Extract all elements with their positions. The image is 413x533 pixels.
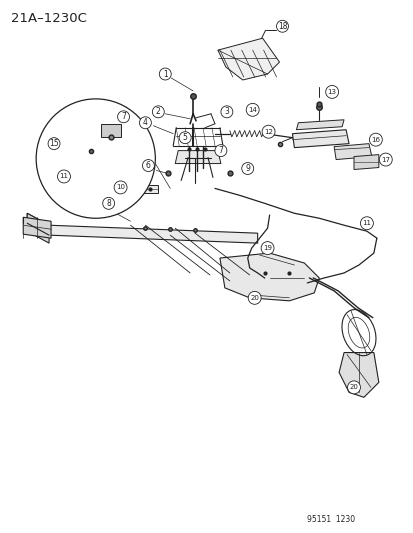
Circle shape bbox=[179, 132, 191, 144]
Polygon shape bbox=[353, 155, 378, 169]
Polygon shape bbox=[333, 144, 371, 159]
Circle shape bbox=[139, 117, 151, 129]
Polygon shape bbox=[338, 352, 378, 397]
Polygon shape bbox=[296, 120, 343, 130]
Polygon shape bbox=[49, 225, 257, 243]
Circle shape bbox=[159, 68, 171, 80]
Text: 18: 18 bbox=[277, 22, 287, 31]
Text: 7: 7 bbox=[218, 146, 223, 155]
Text: 21A–1230C: 21A–1230C bbox=[11, 12, 87, 26]
Polygon shape bbox=[219, 253, 318, 301]
Text: 5: 5 bbox=[182, 133, 187, 142]
Circle shape bbox=[152, 106, 164, 118]
Text: 1: 1 bbox=[162, 69, 167, 78]
Polygon shape bbox=[217, 38, 279, 80]
Circle shape bbox=[114, 181, 127, 194]
Circle shape bbox=[102, 197, 114, 209]
Text: 3: 3 bbox=[224, 107, 229, 116]
Text: 6: 6 bbox=[146, 161, 150, 170]
Circle shape bbox=[36, 99, 155, 218]
Text: 7: 7 bbox=[121, 112, 126, 122]
Text: 20: 20 bbox=[249, 295, 259, 301]
Text: 11: 11 bbox=[59, 173, 68, 180]
Text: 4: 4 bbox=[142, 118, 147, 127]
Circle shape bbox=[378, 153, 391, 166]
Circle shape bbox=[261, 241, 273, 255]
Circle shape bbox=[276, 20, 288, 32]
Circle shape bbox=[347, 381, 360, 394]
Circle shape bbox=[368, 133, 381, 146]
Circle shape bbox=[246, 103, 259, 116]
Text: 12: 12 bbox=[263, 128, 272, 135]
Circle shape bbox=[117, 111, 129, 123]
Circle shape bbox=[57, 170, 70, 183]
Polygon shape bbox=[27, 213, 49, 235]
Text: 20: 20 bbox=[349, 384, 358, 390]
Text: 16: 16 bbox=[370, 136, 380, 143]
Polygon shape bbox=[100, 124, 120, 136]
Polygon shape bbox=[292, 130, 348, 148]
Text: 8: 8 bbox=[106, 199, 111, 208]
Circle shape bbox=[325, 85, 338, 99]
Text: 2: 2 bbox=[156, 107, 160, 116]
Polygon shape bbox=[175, 151, 221, 164]
Text: 15: 15 bbox=[49, 139, 59, 148]
Circle shape bbox=[248, 292, 261, 304]
Polygon shape bbox=[132, 185, 158, 193]
Polygon shape bbox=[27, 213, 49, 243]
Text: 17: 17 bbox=[380, 157, 389, 163]
Circle shape bbox=[214, 144, 226, 157]
Circle shape bbox=[241, 163, 253, 174]
Text: 95151  1230: 95151 1230 bbox=[306, 515, 355, 523]
Text: 14: 14 bbox=[248, 107, 256, 113]
Circle shape bbox=[261, 125, 274, 138]
Text: 19: 19 bbox=[262, 245, 271, 251]
Text: 10: 10 bbox=[116, 184, 125, 190]
Circle shape bbox=[221, 106, 232, 118]
Circle shape bbox=[360, 217, 373, 230]
Circle shape bbox=[48, 138, 60, 150]
Circle shape bbox=[142, 159, 154, 172]
Text: 9: 9 bbox=[244, 164, 249, 173]
Polygon shape bbox=[23, 217, 51, 238]
Text: 11: 11 bbox=[361, 220, 370, 226]
Text: 13: 13 bbox=[327, 89, 336, 95]
